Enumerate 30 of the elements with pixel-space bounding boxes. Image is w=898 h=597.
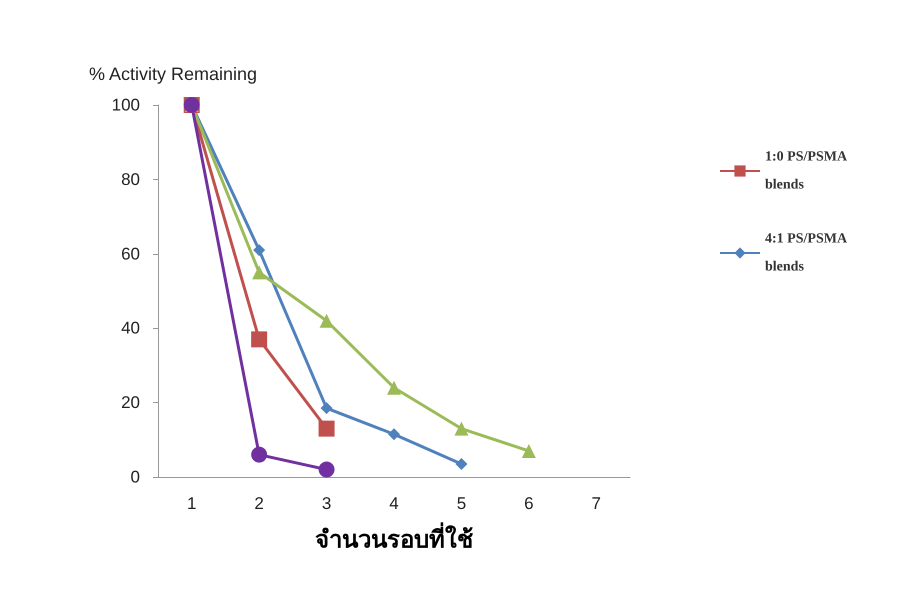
point (388, 428, 400, 440)
x-axis-title: จำนวนรอบที่ใช้ (315, 522, 473, 554)
point (252, 265, 266, 280)
x-tick-label: 3 (322, 494, 332, 513)
x-tick-label: 4 (389, 494, 399, 513)
x-tick-label: 7 (592, 494, 602, 513)
point (251, 446, 268, 463)
point (522, 444, 536, 458)
y-tick-label: 100 (112, 96, 140, 114)
point (320, 314, 334, 328)
point (455, 458, 468, 470)
x-tick-label: 2 (254, 494, 264, 513)
x-tick-label: 6 (524, 494, 534, 513)
y-tick-label: 20 (121, 393, 140, 412)
y-axis-title: % Activity Remaining (88, 64, 258, 84)
legend-label: 1:0 PS/PSMA blends (765, 150, 850, 192)
x-tick-label: 5 (456, 494, 466, 513)
point (251, 331, 268, 348)
x-tick-label: 1 (186, 494, 196, 513)
point (318, 462, 335, 478)
y-tick-label: 60 (121, 244, 140, 264)
point (320, 402, 333, 414)
point (454, 422, 468, 436)
y-tick-label: 80 (121, 170, 140, 189)
point (318, 420, 335, 437)
y-tick-label: 40 (121, 318, 140, 338)
legend-label: 4:1 PS/PSMA blends (765, 232, 850, 274)
point (387, 380, 401, 395)
y-tick-label: 0 (130, 468, 140, 486)
point (253, 244, 266, 256)
